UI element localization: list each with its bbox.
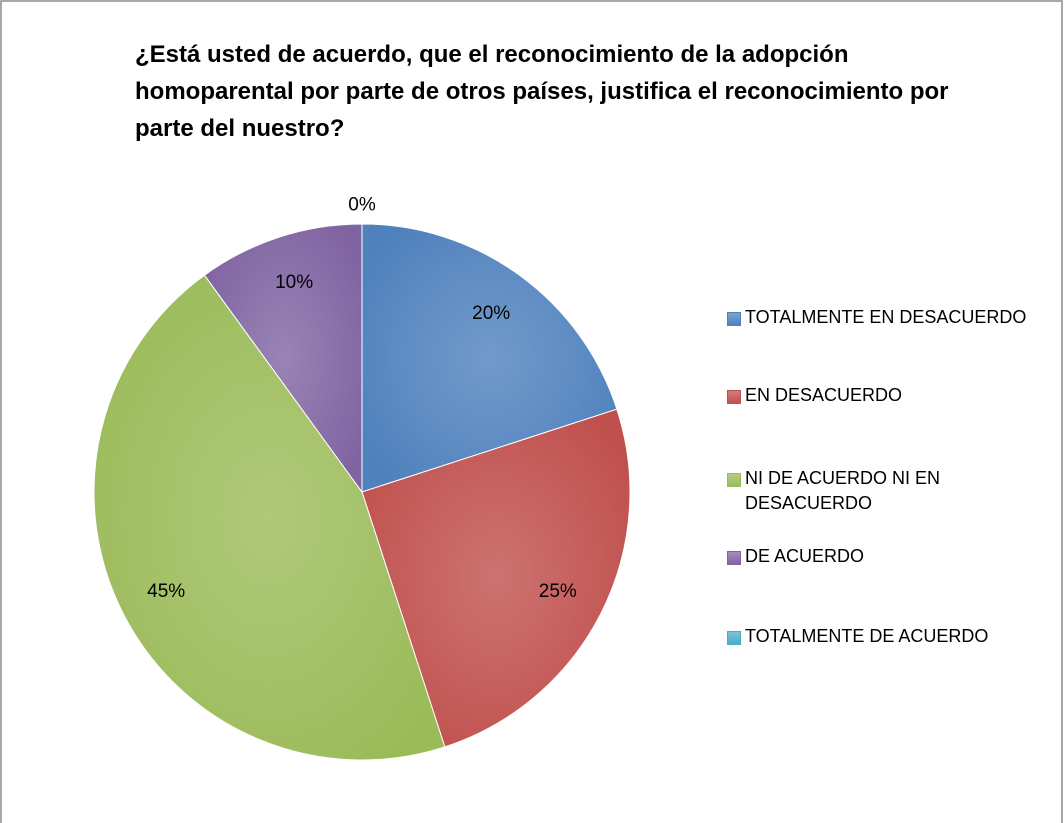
data-label: 25% <box>539 581 577 602</box>
legend-label: TOTALMENTE EN DESACUERDO <box>745 307 1027 327</box>
data-label: 0% <box>348 194 376 215</box>
pie-slice <box>93 274 446 761</box>
pie-slice <box>361 223 618 493</box>
legend-swatch <box>727 312 741 326</box>
legend-swatch <box>727 473 741 487</box>
chart-title: ¿Está usted de acuerdo, que el reconocim… <box>135 41 949 142</box>
data-label: 45% <box>147 581 185 602</box>
legend-label: DE ACUERDO <box>745 546 865 566</box>
legend-swatch <box>727 631 741 645</box>
legend-label: EN DESACUERDO <box>745 385 903 405</box>
pie-slice <box>203 223 363 494</box>
legend-label: NI DE ACUERDO NI EN DESACUERDO <box>745 468 941 513</box>
data-label: 10% <box>275 272 313 293</box>
legend-swatch <box>727 390 741 404</box>
legend-swatch <box>727 551 741 565</box>
legend-label: TOTALMENTE DE ACUERDO <box>745 626 989 646</box>
data-label: 20% <box>472 303 510 324</box>
pie-slice <box>361 408 631 748</box>
